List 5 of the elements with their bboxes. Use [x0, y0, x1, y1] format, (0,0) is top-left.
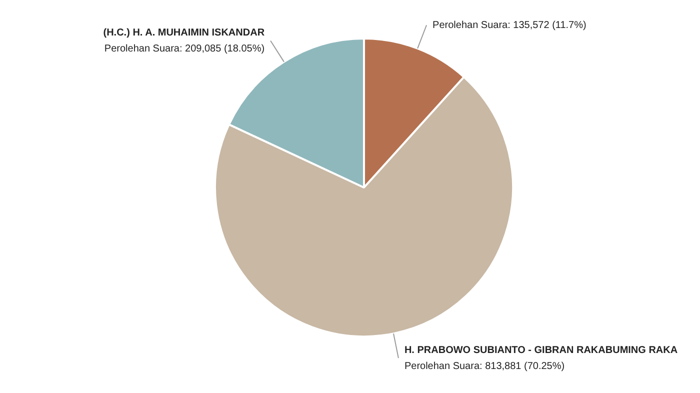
slice-label: (H.C.) H. A. MUHAIMIN ISKANDAR: [103, 27, 266, 38]
data-label: Perolehan Suara: 135,572 (11.7%): [432, 20, 586, 31]
data-label: Perolehan Suara: 209,085 (18.05%): [104, 43, 265, 54]
slice-label: H. PRABOWO SUBIANTO - GIBRAN RAKABUMING RAKA: [404, 344, 678, 356]
data-label: Perolehan Suara: 813,881 (70.25%): [404, 360, 565, 372]
